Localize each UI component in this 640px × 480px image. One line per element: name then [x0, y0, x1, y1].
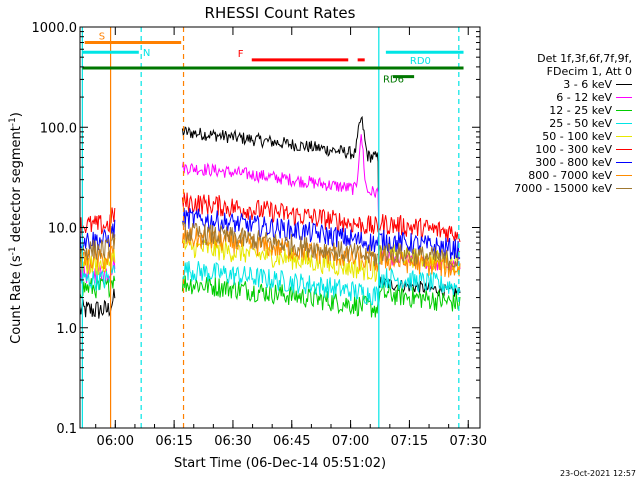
y-tick-label: 0.1 [56, 422, 77, 437]
y-tick-label: 1000.0 [32, 21, 78, 36]
legend-swatch [616, 84, 632, 85]
legend-entry: 3 - 6 keV [462, 78, 632, 91]
flag-label: S [99, 32, 105, 43]
legend-entry: 800 - 7000 keV [462, 169, 632, 182]
legend-swatch [616, 136, 632, 137]
y-tick-label: 10.0 [48, 222, 77, 237]
legend-entry: 12 - 25 keV [462, 104, 632, 117]
legend-entry: 7000 - 15000 keV [462, 182, 632, 195]
legend-swatch [616, 175, 632, 176]
legend-header-line: Det 1f,3f,6f,7f,9f, [537, 52, 632, 65]
series-line [79, 115, 461, 319]
flag-label: RD6 [383, 75, 404, 86]
series-line [79, 207, 461, 260]
series-line [79, 221, 461, 271]
legend-swatch [616, 149, 632, 150]
legend-entry-label: 100 - 300 keV [535, 143, 612, 156]
legend-entry-label: 300 - 800 keV [535, 156, 612, 169]
x-axis-label: Start Time (06-Dec-14 05:51:02) [174, 456, 386, 471]
y-axis-label: Count Rate (s-1 detector segment-1) [8, 112, 24, 344]
legend-entry: 100 - 300 keV [462, 143, 632, 156]
legend-entry: 300 - 800 keV [462, 156, 632, 169]
legend-entry-label: 25 - 50 keV [549, 117, 612, 130]
chart-legend: Det 1f,3f,6f,7f,9f, FDecim 1, Att 0 3 - … [462, 52, 632, 195]
x-tick-label: 06:15 [155, 434, 192, 449]
legend-entry: 25 - 50 keV [462, 117, 632, 130]
series-line [79, 192, 461, 243]
y-tick-label: 100.0 [40, 121, 77, 136]
x-tick-label: 07:15 [391, 434, 428, 449]
chart-title: RHESSI Count Rates [205, 4, 356, 22]
legend-swatch [616, 162, 632, 163]
legend-entry-label: 6 - 12 keV [556, 91, 612, 104]
legend-swatch [616, 97, 632, 98]
chart-data-layer: S N F RD0 RD6 [79, 27, 464, 428]
series-line [79, 260, 461, 306]
flag-label: N [143, 48, 150, 59]
footer-timestamp: 23-Oct-2021 12:57 [560, 469, 636, 478]
legend-entry: 50 - 100 keV [462, 130, 632, 143]
legend-entry-label: 800 - 7000 keV [528, 169, 612, 182]
plot-frame [79, 26, 481, 429]
legend-entry-label: 7000 - 15000 keV [514, 182, 612, 195]
legend-swatch [616, 110, 632, 111]
flag-label: RD0 [410, 56, 431, 67]
legend-entry-label: 3 - 6 keV [563, 78, 612, 91]
legend-header-line: FDecim 1, Att 0 [546, 65, 632, 78]
y-tick-label: 1.0 [56, 322, 77, 337]
legend-entry: 6 - 12 keV [462, 91, 632, 104]
x-tick-label: 07:00 [332, 434, 369, 449]
legend-entry-label: 50 - 100 keV [542, 130, 612, 143]
x-tick-label: 06:30 [214, 434, 251, 449]
legend-entry-label: 12 - 25 keV [549, 104, 612, 117]
chart-axes: 06:00 06:15 06:30 06:45 07:00 07:15 07:30 1000.… [32, 21, 487, 449]
x-tick-label: 06:00 [97, 434, 134, 449]
legend-swatch [616, 188, 632, 189]
flag-label: F [238, 49, 244, 60]
legend-swatch [616, 123, 632, 124]
x-tick-label: 06:45 [273, 434, 310, 449]
x-tick-label: 07:30 [450, 434, 487, 449]
